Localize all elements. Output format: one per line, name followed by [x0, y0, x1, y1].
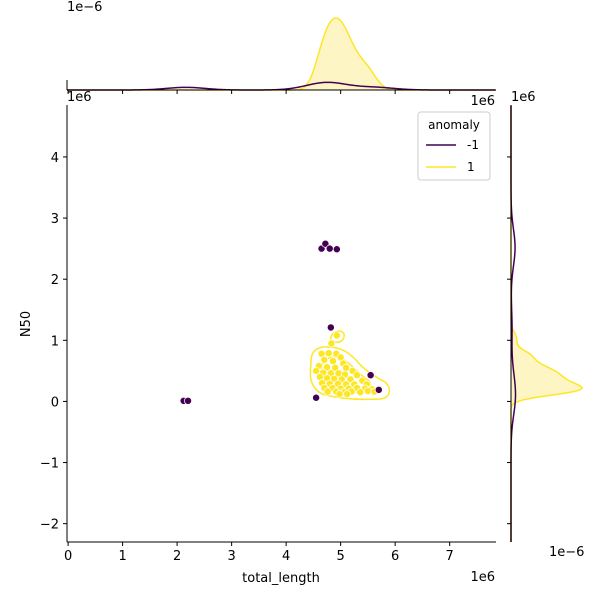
anomaly-point: [184, 396, 192, 405]
normal-point: [342, 363, 351, 372]
legend-title: anomaly: [428, 118, 480, 132]
normal-point: [323, 363, 331, 372]
x-axis-label: total_length: [242, 571, 320, 586]
y-tick-label: −1: [40, 457, 59, 472]
legend-label-normal: 1: [467, 160, 475, 174]
y-tick-label: −2: [40, 518, 59, 533]
x-offset-label: 1e6: [470, 570, 495, 585]
y-tick-label: 3: [51, 212, 59, 227]
y-axis-label: N50: [19, 311, 34, 337]
y-offset-label: 1e6: [67, 90, 92, 105]
anomaly-point: [312, 393, 321, 402]
x-tick-label: 0: [64, 549, 72, 564]
top-marginal-x-offset-label: 1e6: [470, 94, 495, 109]
y-tick-label: 4: [51, 151, 59, 166]
normal-point: [343, 390, 352, 399]
normal-point: [363, 387, 372, 395]
top-marginal-density-fill: [67, 18, 496, 90]
anomaly-point: [374, 385, 383, 394]
right-marginal-y-offset-label: 1e6: [511, 90, 536, 105]
anomaly-point: [326, 323, 335, 332]
top-marginal-ticks: [67, 90, 451, 94]
anomaly-point: [366, 371, 375, 380]
normal-point: [356, 388, 365, 397]
y-tick-label: 2: [51, 273, 59, 288]
y-tick-label: 1: [51, 334, 59, 349]
legend-box: [417, 111, 491, 181]
right-marginal-anomaly-curve: [510, 105, 517, 542]
normal-point: [323, 387, 332, 396]
x-ticks: 0 1 2 3 4 5 6 7: [64, 542, 454, 564]
right-marginal: 1e−6: [507, 105, 584, 560]
scatter-points: [179, 239, 383, 405]
normal-point: [327, 339, 336, 348]
legend-label-anomaly: -1: [467, 138, 479, 152]
x-tick-label: 2: [173, 549, 181, 564]
normal-point: [353, 371, 361, 380]
x-tick-label: 6: [391, 549, 399, 564]
anomaly-point: [321, 239, 330, 248]
y-tick-label: 0: [51, 395, 59, 410]
normal-point: [329, 357, 337, 366]
normal-point: [335, 390, 344, 399]
normal-point: [332, 331, 341, 340]
top-marginal-density-curve: [67, 17, 496, 91]
y-ticks: −2 −1 0 1 2 3 4: [40, 151, 67, 533]
right-marginal-density-fill: [511, 105, 582, 542]
x-tick-label: 4: [282, 549, 290, 564]
anomaly-point: [332, 245, 341, 254]
x-tick-label: 5: [337, 549, 345, 564]
x-tick-label: 1: [118, 549, 126, 564]
top-marginal: 1e−6: [66, 0, 496, 94]
right-marginal-ticks: [507, 156, 511, 525]
right-marginal-density-curve: [510, 105, 583, 542]
anomaly-point: [325, 244, 334, 253]
top-marginal-offset-label: 1e−6: [67, 0, 102, 15]
top-marginal-anomaly-curve: [67, 81, 496, 91]
x-tick-label: 7: [446, 549, 454, 564]
right-marginal-offset-label: 1e−6: [549, 545, 584, 560]
legend: anomaly -1 1: [417, 111, 491, 181]
normal-point: [324, 349, 333, 358]
normal-point: [320, 355, 329, 364]
x-tick-label: 3: [227, 549, 235, 564]
